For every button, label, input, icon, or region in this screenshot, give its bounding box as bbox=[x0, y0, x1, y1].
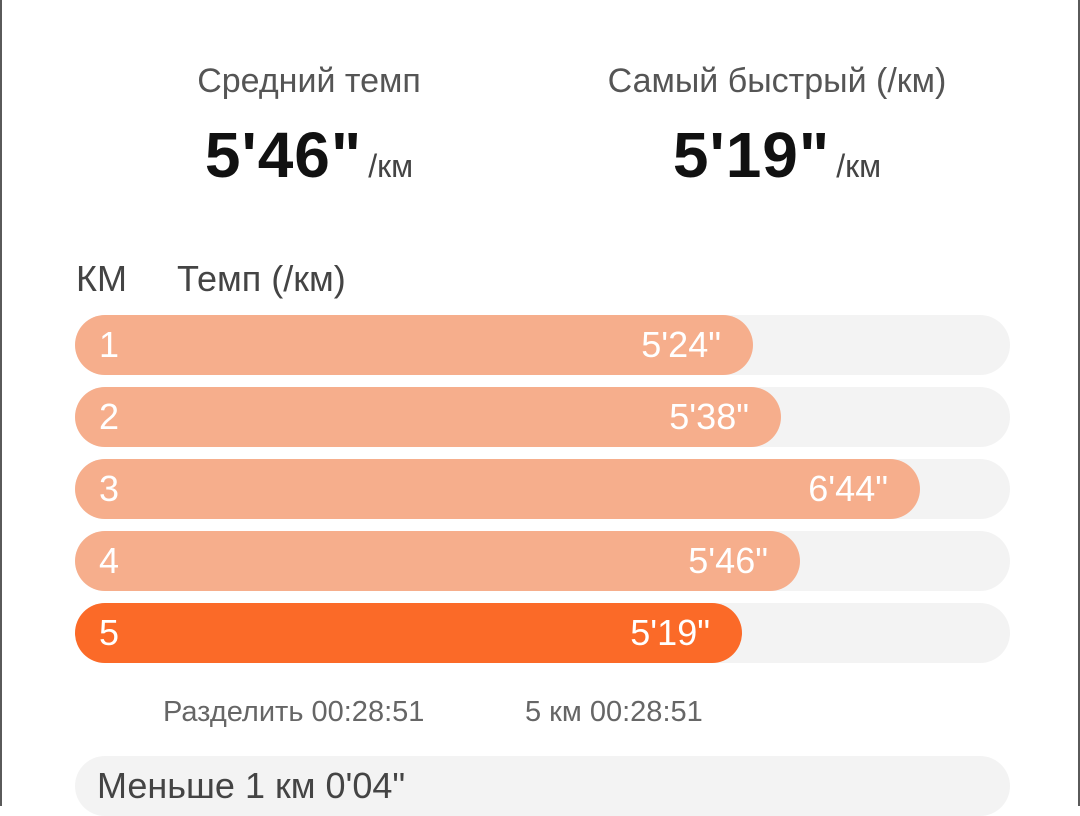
split-pace: 5'46" bbox=[688, 540, 768, 581]
fastest-pace-value: 5'19" bbox=[672, 119, 831, 191]
split-row: 5 5'19" bbox=[75, 603, 1010, 663]
pace-bar: 1 5'24" bbox=[75, 315, 753, 375]
split-time: Разделить 00:28:51 bbox=[163, 696, 425, 728]
header-pace: Темп (/км) bbox=[177, 258, 346, 299]
fastest-pace-value-row: 5'19"/км bbox=[557, 120, 997, 208]
fastest-pace-stat: Самый быстрый (/км) 5'19"/км bbox=[557, 58, 997, 208]
remainder-label: Меньше 1 км 0'04" bbox=[97, 765, 406, 806]
average-pace-label: Средний темп bbox=[197, 62, 421, 100]
fastest-pace-unit: /км bbox=[836, 148, 882, 184]
pace-bar: 5 5'19" bbox=[75, 603, 742, 663]
split-row: 1 5'24" bbox=[75, 315, 1010, 375]
split-km: 5 bbox=[99, 612, 120, 653]
pace-bar: 2 5'38" bbox=[75, 387, 781, 447]
split-row: 3 6'44" bbox=[75, 459, 1010, 519]
pace-stats: Средний темп 5'46"/км Самый быстрый (/км… bbox=[2, 58, 1080, 198]
pace-bar: 3 6'44" bbox=[75, 459, 920, 519]
splits-summary: Разделить 00:28:51 5 км 00:28:51 bbox=[2, 690, 1080, 734]
average-pace-value: 5'46" bbox=[204, 119, 363, 191]
split-km: 4 bbox=[99, 540, 120, 581]
split-pace: 5'19" bbox=[630, 612, 710, 653]
split-pace: 5'24" bbox=[641, 324, 721, 365]
split-km: 2 bbox=[99, 396, 120, 437]
split-row: 2 5'38" bbox=[75, 387, 1010, 447]
average-pace-value-row: 5'46"/км bbox=[89, 120, 529, 208]
total-distance-time: 5 км 00:28:51 bbox=[525, 696, 703, 728]
split-pace: 5'38" bbox=[669, 396, 749, 437]
header-km: КМ bbox=[76, 258, 127, 299]
split-km: 3 bbox=[99, 468, 120, 509]
average-pace-unit: /км bbox=[368, 148, 414, 184]
split-pace: 6'44" bbox=[808, 468, 888, 509]
split-km: 1 bbox=[99, 324, 120, 365]
split-row: 4 5'46" bbox=[75, 531, 1010, 591]
remainder-row: Меньше 1 км 0'04" bbox=[75, 756, 1010, 816]
fastest-pace-label: Самый быстрый (/км) bbox=[607, 62, 947, 100]
pace-bar: 4 5'46" bbox=[75, 531, 800, 591]
average-pace-stat: Средний темп 5'46"/км bbox=[89, 58, 529, 208]
